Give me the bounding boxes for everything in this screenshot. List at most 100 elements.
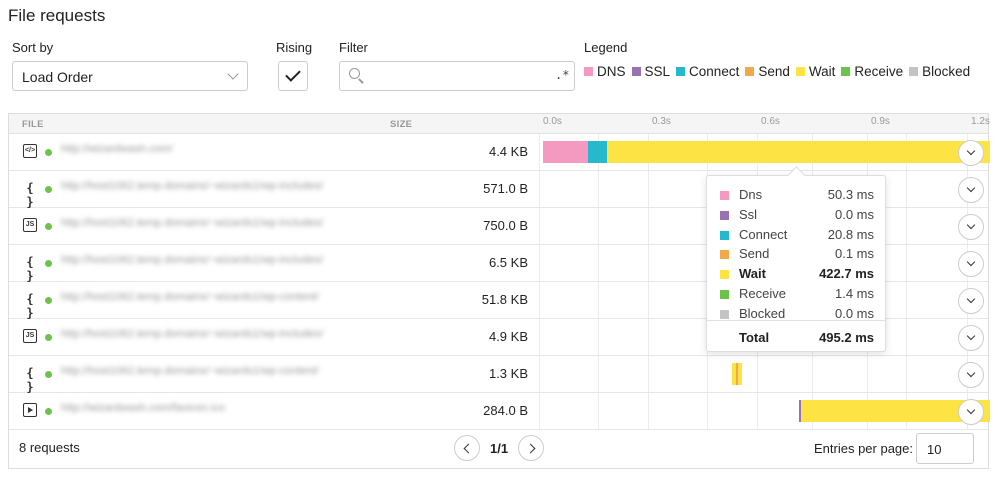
- next-page-button[interactable]: [518, 435, 544, 461]
- waterfall-segment[interactable]: [801, 400, 990, 422]
- legend-item-label: Wait: [808, 64, 836, 79]
- json-file-icon: { }: [26, 292, 34, 320]
- status-dot: [45, 334, 52, 341]
- table-row[interactable]: { } http://host1062.temp.domains/~wizards…: [9, 245, 988, 283]
- status-dot: [45, 408, 52, 415]
- request-url[interactable]: http://host1062.temp.domains/~wizards1/w…: [61, 217, 324, 229]
- legend-swatch: [841, 67, 851, 76]
- legend-item-blocked: Blocked: [909, 64, 970, 79]
- sort-value: Load Order: [22, 69, 93, 85]
- legend-item-receive: Receive: [841, 64, 903, 79]
- table-row[interactable]: JS http://host1062.temp.domains/~wizards1…: [9, 319, 988, 356]
- rising-label: Rising: [276, 40, 313, 55]
- timeline-gridline: [648, 134, 649, 430]
- legend-item-label: Blocked: [922, 64, 971, 79]
- tooltip-swatch: [720, 290, 729, 299]
- tooltip-label: Ssl: [739, 206, 758, 222]
- legend-item-dns: DNS: [584, 64, 626, 79]
- legend-item-label: DNS: [597, 64, 626, 79]
- tooltip-total-row: Total 495.2 ms: [720, 330, 874, 348]
- tooltip-label: Blocked: [739, 305, 786, 321]
- tooltip-total-value: 495.2 ms: [819, 330, 874, 345]
- js-file-icon: JS: [23, 218, 37, 232]
- tooltip-swatch: [720, 250, 729, 260]
- filter-input[interactable]: [339, 61, 575, 91]
- expand-row-button[interactable]: [958, 362, 984, 388]
- status-dot: [45, 371, 52, 378]
- table-row[interactable]: JS http://host1062.temp.domains/~wizards1…: [9, 208, 988, 245]
- table-row[interactable]: { } http://host1062.temp.domains/~wizards…: [9, 171, 988, 209]
- tooltip-value: 0.1 ms: [834, 246, 874, 262]
- tooltip-value: 0.0 ms: [834, 206, 874, 222]
- json-file-icon: { }: [26, 255, 34, 283]
- expand-row-button[interactable]: [958, 214, 984, 240]
- status-dot: [45, 297, 52, 304]
- legend-item-label: Connect: [689, 64, 740, 79]
- expand-row-button[interactable]: [958, 288, 984, 314]
- tooltip-label: Receive: [739, 286, 786, 301]
- legend-swatch: [795, 67, 805, 76]
- tooltip-label: Connect: [739, 226, 788, 242]
- expand-row-button[interactable]: [958, 140, 984, 166]
- table-row[interactable]: </> http://wizardwash.com/4.4 KB: [9, 134, 990, 171]
- sort-select[interactable]: Load Order: [12, 61, 248, 91]
- request-url[interactable]: http://host1062.temp.domains/~wizards1/w…: [61, 180, 324, 192]
- column-header-file[interactable]: FILE: [22, 119, 44, 130]
- request-size: 4.9 KB: [488, 329, 528, 344]
- legend-item-wait: Wait: [795, 64, 836, 79]
- tooltip-row-blocked: Blocked 0.0 ms: [720, 306, 874, 324]
- tooltip-row-dns: Dns 50.3 ms: [720, 187, 874, 205]
- previous-page-button[interactable]: [454, 435, 480, 461]
- timeline-tick-label: 1.2s: [971, 116, 990, 127]
- legend-item-ssl: SSL: [631, 64, 670, 79]
- requests-table: FILE SIZE 0.0s 0.3s 0.6s 0.9s 1.2s </> http:/…: [8, 113, 990, 469]
- timeline-tick-label: 0.0s: [543, 116, 562, 127]
- legend-item-connect: Connect: [676, 64, 739, 79]
- legend-label: Legend: [584, 40, 628, 55]
- request-size: 571.0 B: [483, 181, 528, 196]
- tooltip-swatch: [720, 270, 729, 280]
- timeline-gridline: [539, 134, 540, 430]
- tooltip-value: 20.8 ms: [827, 226, 874, 242]
- legend-swatch: [745, 67, 755, 76]
- waterfall-segment[interactable]: [588, 141, 607, 163]
- request-url[interactable]: http://host1062.temp.domains/~wizards1/w…: [61, 328, 324, 340]
- column-header-size[interactable]: SIZE: [390, 119, 413, 130]
- request-size: 1.3 KB: [488, 366, 528, 381]
- request-url[interactable]: http://wizardwash.com/favicon.ico: [61, 402, 225, 414]
- request-url[interactable]: http://host1062.temp.domains/~wizards1/w…: [61, 365, 319, 377]
- status-dot: [45, 186, 52, 193]
- status-dot: [45, 260, 52, 267]
- expand-row-button[interactable]: [958, 251, 984, 277]
- waterfall-segment[interactable]: [736, 363, 738, 385]
- legend-item-label: Receive: [854, 64, 904, 79]
- waterfall-segment[interactable]: [799, 400, 801, 422]
- checkmark-icon: [285, 66, 301, 82]
- request-url[interactable]: http://wizardwash.com/: [61, 143, 173, 155]
- expand-row-button[interactable]: [958, 177, 984, 203]
- tooltip-swatch: [720, 210, 729, 220]
- table-row[interactable]: { } http://host1062.temp.domains/~wizards…: [9, 356, 988, 394]
- waterfall-segment[interactable]: [543, 141, 588, 163]
- request-size: 6.5 KB: [488, 255, 528, 270]
- table-row[interactable]: http://wizardwash.com/favicon.ico 284.0 B: [9, 393, 990, 430]
- legend-swatch: [631, 67, 641, 76]
- tooltip-value: 50.3 ms: [827, 187, 874, 202]
- status-dot: [45, 223, 52, 230]
- expand-row-button[interactable]: [958, 399, 984, 425]
- request-url[interactable]: http://host1062.temp.domains/~wizards1/w…: [61, 254, 324, 266]
- request-size: 750.0 B: [483, 218, 528, 233]
- json-file-icon: { }: [26, 366, 34, 394]
- entries-per-page-input[interactable]: 10: [916, 433, 974, 464]
- expand-row-button[interactable]: [958, 325, 984, 351]
- timeline-tick-label: 0.9s: [871, 116, 890, 127]
- table-row[interactable]: { } http://host1062.temp.domains/~wizards…: [9, 282, 988, 320]
- waterfall-segment[interactable]: [607, 141, 990, 163]
- search-icon: [349, 68, 360, 79]
- sort-label: Sort by: [12, 40, 54, 55]
- regex-toggle-icon[interactable]: .*: [555, 68, 570, 82]
- timeline-gridline: [967, 134, 968, 430]
- rising-checkbox[interactable]: [278, 61, 308, 91]
- request-url[interactable]: http://host1062.temp.domains/~wizards1/w…: [61, 291, 319, 303]
- timeline-tick-label: 0.3s: [652, 116, 671, 127]
